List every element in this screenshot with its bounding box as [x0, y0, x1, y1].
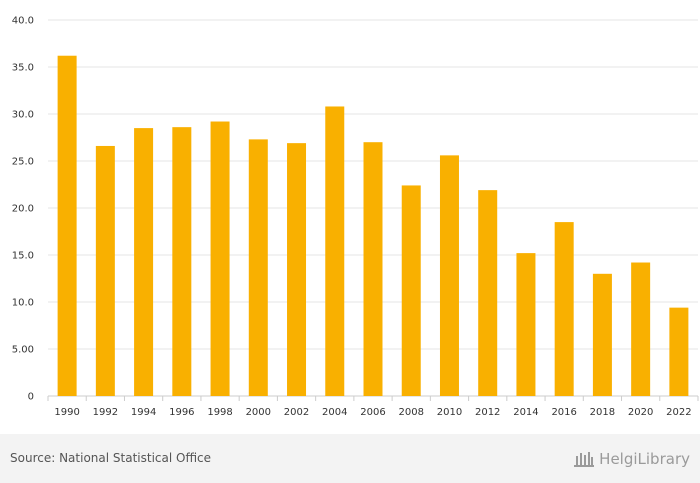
- bar[interactable]: [134, 128, 154, 396]
- x-tick-label: 2020: [628, 407, 653, 418]
- x-tick-label: 2022: [666, 407, 691, 418]
- bar[interactable]: [401, 185, 421, 396]
- y-tick-label: 0: [28, 392, 34, 403]
- bar[interactable]: [554, 222, 574, 396]
- x-axis: 1990 1992 1994 1996 1998 2000 2002 2004 2006 2008…: [47, 396, 699, 418]
- x-tick-label: 1990: [54, 407, 79, 418]
- y-tick-label: 35.0: [12, 63, 34, 74]
- bar[interactable]: [248, 139, 268, 396]
- y-tick-label: 40.0: [12, 16, 34, 27]
- x-tick-label: 1998: [207, 407, 232, 418]
- bar[interactable]: [95, 145, 115, 396]
- y-tick-label: 30.0: [12, 110, 34, 121]
- logo-text: HelgiLibrary: [599, 450, 690, 468]
- bar[interactable]: [172, 127, 192, 396]
- x-tick-label: 1996: [169, 407, 194, 418]
- x-tick-label: 2012: [475, 407, 500, 418]
- y-tick-label: 20.0: [12, 204, 34, 215]
- bars: [57, 55, 689, 397]
- bar[interactable]: [439, 155, 459, 396]
- source-note: Source: National Statistical Office: [10, 451, 212, 465]
- bar[interactable]: [325, 106, 345, 396]
- y-tick-label: 15.0: [12, 251, 34, 262]
- library-building-icon: [574, 452, 595, 467]
- bar[interactable]: [478, 190, 498, 396]
- bar[interactable]: [592, 273, 612, 396]
- x-tick-label: 2000: [246, 407, 271, 418]
- bar[interactable]: [631, 262, 651, 396]
- x-tick-label: 2002: [284, 407, 309, 418]
- bar[interactable]: [210, 121, 230, 397]
- x-tick-label: 1994: [131, 407, 156, 418]
- x-tick-label: 2006: [360, 407, 385, 418]
- x-tick-label: 2004: [322, 407, 347, 418]
- x-tick-label: 2010: [437, 407, 462, 418]
- bar[interactable]: [669, 307, 689, 396]
- bar[interactable]: [287, 143, 307, 396]
- y-axis: 0 5.00 10.0 15.0 20.0 25.0 30.0 35.0 40.0: [12, 16, 34, 403]
- y-tick-label: 10.0: [12, 298, 34, 309]
- helgilibrary-logo[interactable]: HelgiLibrary: [573, 448, 690, 470]
- x-tick-label: 2018: [590, 407, 615, 418]
- bar[interactable]: [516, 253, 536, 396]
- x-tick-label: 2016: [551, 407, 576, 418]
- bar[interactable]: [363, 142, 383, 396]
- y-tick-label: 25.0: [12, 157, 34, 168]
- x-tick-label: 2008: [399, 407, 424, 418]
- x-tick-label: 1992: [93, 407, 118, 418]
- footer-bar: [0, 434, 700, 483]
- bar[interactable]: [57, 55, 77, 396]
- y-tick-label: 5.00: [12, 345, 34, 356]
- x-tick-label: 2014: [513, 407, 538, 418]
